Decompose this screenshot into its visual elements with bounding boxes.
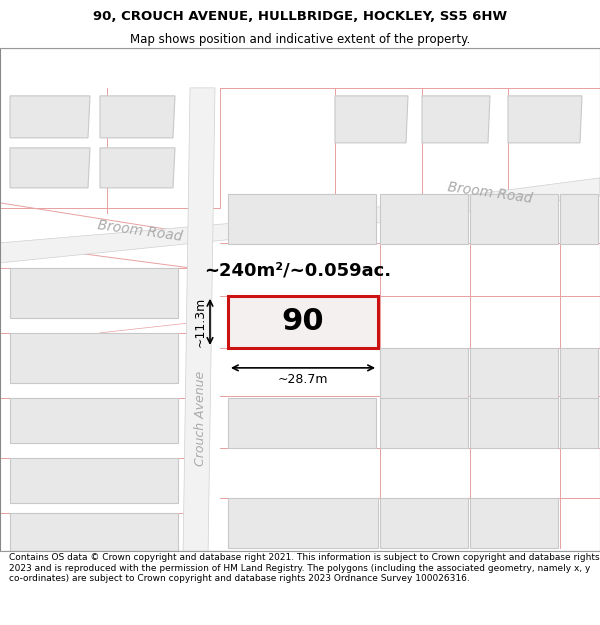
Polygon shape [183,88,215,558]
Polygon shape [10,513,178,558]
Bar [470,194,558,244]
Polygon shape [10,398,178,443]
Text: Broom Road: Broom Road [97,218,184,244]
Polygon shape [10,458,178,503]
Polygon shape [100,148,175,188]
Bar [560,348,598,400]
Bar [380,194,468,244]
Polygon shape [10,96,90,138]
Text: ~11.3m: ~11.3m [194,297,207,347]
Polygon shape [100,96,175,138]
Text: 90: 90 [281,308,325,336]
Text: 90, CROUCH AVENUE, HULLBRIDGE, HOCKLEY, SS5 6HW: 90, CROUCH AVENUE, HULLBRIDGE, HOCKLEY, … [93,11,507,24]
Bar [560,194,598,244]
Polygon shape [10,268,178,318]
Bar [380,348,468,400]
Bar [228,194,376,244]
Bar [470,498,558,548]
Polygon shape [508,96,582,143]
Bar [228,498,378,548]
Polygon shape [10,333,178,383]
Bar [380,498,468,548]
Polygon shape [422,96,490,143]
Bar [560,398,598,448]
Polygon shape [228,296,378,348]
Text: Broom Road: Broom Road [446,180,533,206]
Polygon shape [295,178,600,233]
Bar [470,348,558,400]
Text: Crouch Avenue: Crouch Avenue [193,370,206,466]
Bar [470,398,558,448]
Text: Contains OS data © Crown copyright and database right 2021. This information is : Contains OS data © Crown copyright and d… [9,554,599,583]
Text: ~28.7m: ~28.7m [278,373,328,386]
Text: Map shows position and indicative extent of the property.: Map shows position and indicative extent… [130,33,470,46]
Polygon shape [10,148,90,188]
Bar [380,398,468,448]
Text: ~240m²/~0.059ac.: ~240m²/~0.059ac. [205,262,392,280]
Bar [228,398,376,448]
Polygon shape [335,96,408,143]
Polygon shape [0,218,295,263]
